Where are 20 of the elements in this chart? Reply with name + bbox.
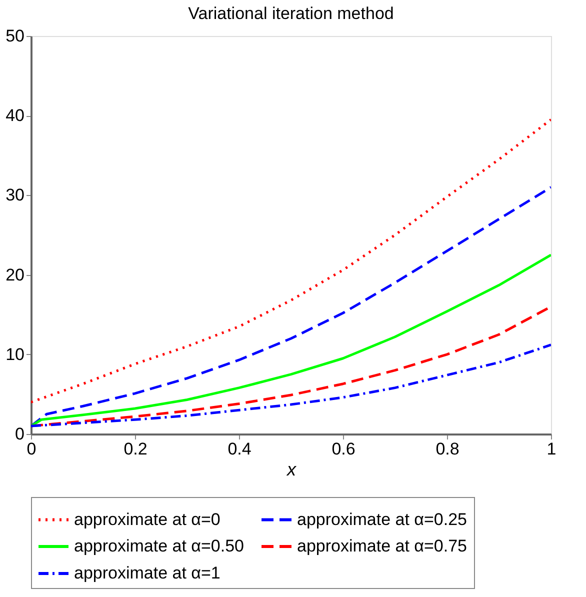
x-axis-title: x xyxy=(286,460,297,480)
legend-label: approximate at α=0 xyxy=(74,510,220,529)
x-tick-label: 0.2 xyxy=(124,440,148,458)
y-tick-label: 0 xyxy=(15,424,24,444)
y-tick-label: 10 xyxy=(6,344,24,364)
x-tick-label: 0 xyxy=(26,440,36,458)
x-tick-label: 0.6 xyxy=(332,440,356,458)
x-tick-label: 0.4 xyxy=(228,440,252,458)
y-tick-label: 40 xyxy=(6,106,24,126)
x-tick-label: 0.8 xyxy=(436,440,460,458)
y-tick-label: 30 xyxy=(6,186,24,205)
legend-label: approximate at α=1 xyxy=(74,564,220,582)
line-series xyxy=(31,118,551,404)
x-tick-label: 1 xyxy=(546,440,556,458)
y-tick-label: 50 xyxy=(6,26,24,46)
legend-label: approximate at α=0.75 xyxy=(297,536,468,556)
legend-label: approximate at α=0.50 xyxy=(74,536,244,556)
y-tick-label: 20 xyxy=(6,265,24,284)
chart-title: Variational iteration method xyxy=(188,4,394,23)
legend-label: approximate at α=0.25 xyxy=(297,510,468,529)
